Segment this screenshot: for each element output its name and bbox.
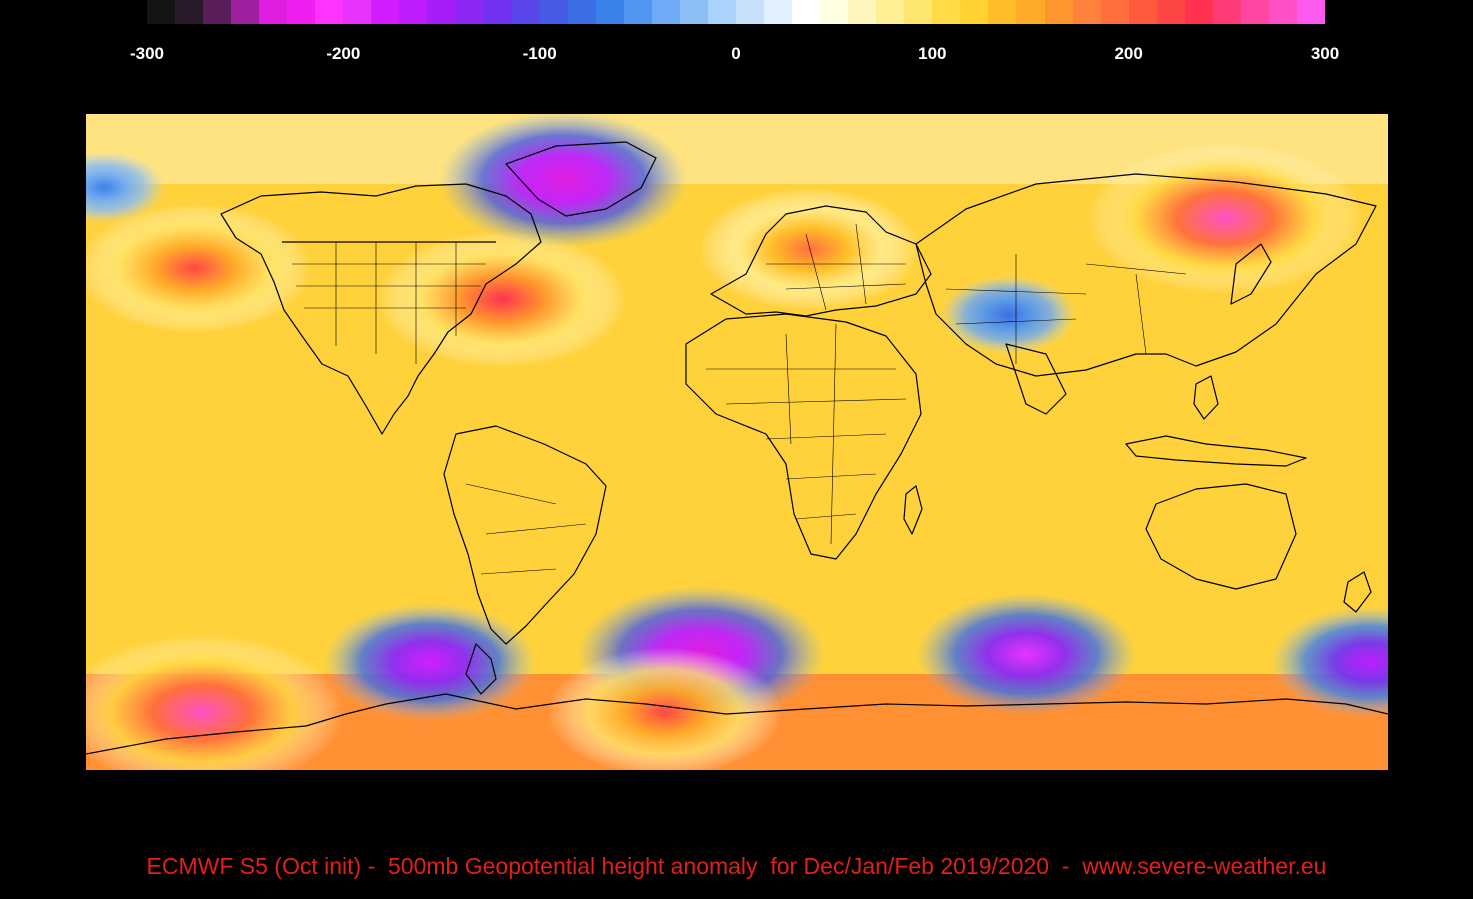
indonesia-outline <box>1125 435 1307 467</box>
africa-outline <box>685 313 922 560</box>
europe-borders <box>766 223 907 311</box>
color-scale-bar <box>147 0 1325 24</box>
color-scale-swatch <box>848 0 877 24</box>
color-scale-swatch <box>483 0 512 24</box>
japan-outline <box>1230 243 1272 305</box>
color-scale-swatch <box>595 0 624 24</box>
philippines-outline <box>1193 375 1219 420</box>
color-scale-tick-label: -300 <box>129 44 165 63</box>
color-scale-swatch <box>1016 0 1045 24</box>
color-scale-swatch <box>175 0 204 24</box>
color-scale-tick-label: 0 <box>731 44 741 63</box>
color-scale-swatch <box>427 0 456 24</box>
europe-outline <box>710 205 932 317</box>
color-scale-swatch <box>988 0 1017 24</box>
color-scale-swatch <box>764 0 793 24</box>
antarctic-peninsula-outline <box>465 643 497 695</box>
color-scale-swatch <box>707 0 736 24</box>
east-asia-high-anomaly <box>1087 142 1364 294</box>
us-state-grid <box>292 242 486 364</box>
madagascar-outline <box>903 485 923 535</box>
us-east-coast-high-anomaly <box>377 231 626 368</box>
color-scale-swatch <box>1044 0 1073 24</box>
color-scale-swatch <box>960 0 989 24</box>
color-scale-swatch <box>792 0 821 24</box>
color-scale-swatch <box>287 0 316 24</box>
central-asia-low-anomaly <box>940 275 1077 355</box>
color-scale-swatch <box>1212 0 1241 24</box>
asia-borders <box>945 254 1187 364</box>
color-scale-swatch <box>231 0 260 24</box>
color-scale-swatch <box>1128 0 1157 24</box>
map-caption: ECMWF S5 (Oct init) - 500mb Geopotential… <box>146 853 1327 879</box>
india-outline <box>1005 343 1067 415</box>
color-scale-tick-label: -200 <box>326 44 361 63</box>
color-scale-swatch <box>315 0 344 24</box>
color-scale-swatch <box>876 0 905 24</box>
alaska-low-anomaly <box>86 151 166 224</box>
color-scale-swatch <box>371 0 400 24</box>
color-scale-swatch <box>1072 0 1101 24</box>
color-scale-swatch <box>1156 0 1185 24</box>
anomaly-layer <box>86 114 1388 770</box>
south-america-borders <box>465 483 587 575</box>
color-scale-swatch <box>679 0 708 24</box>
color-scale-swatch <box>1100 0 1129 24</box>
asia-outline <box>915 173 1377 377</box>
color-scale-swatch <box>259 0 288 24</box>
color-scale-swatch <box>904 0 933 24</box>
color-scale-swatch <box>455 0 484 24</box>
color-scale-swatch <box>651 0 680 24</box>
color-scale-swatch <box>623 0 652 24</box>
color-scale-swatch <box>932 0 961 24</box>
australia-outline <box>1145 483 1297 590</box>
color-scale-swatch <box>343 0 372 24</box>
south-indian-low-anomaly <box>916 593 1137 716</box>
color-scale-swatch <box>1184 0 1213 24</box>
color-scale-swatch <box>820 0 849 24</box>
color-scale-swatch <box>539 0 568 24</box>
land-outlines <box>86 141 1388 755</box>
south-pacific-low-anomaly <box>323 602 537 722</box>
north-america-outline <box>220 183 542 435</box>
color-scale-swatch <box>399 0 428 24</box>
color-scale-swatch <box>1296 0 1325 24</box>
color-scale-swatch <box>735 0 765 24</box>
color-scale-swatch <box>203 0 232 24</box>
new-zealand-low-anomaly <box>1270 606 1388 718</box>
south-pacific-high-anomaly <box>86 634 344 770</box>
color-scale-tick-label: -100 <box>522 44 557 63</box>
africa-borders <box>706 323 907 545</box>
anomaly-map <box>86 114 1388 770</box>
europe-high-anomaly <box>699 188 920 311</box>
color-scale-swatch <box>511 0 540 24</box>
south-america-outline <box>443 425 607 645</box>
greenland-low-anomaly <box>439 114 688 248</box>
color-scale-ticks: -300 -200 -100 0 100 200 300 <box>0 40 1473 70</box>
greenland-outline <box>505 141 657 217</box>
new-zealand-outline <box>1343 571 1372 613</box>
color-scale-tick-label: 100 <box>918 44 947 63</box>
color-scale-swatch <box>147 0 176 24</box>
color-scale-swatch <box>1240 0 1269 24</box>
color-scale-tick-label: 200 <box>1114 44 1143 63</box>
antarctica-outline <box>86 693 1388 755</box>
antarctic-coast-high-anomaly <box>547 647 782 770</box>
color-scale-tick-label: 300 <box>1310 44 1340 63</box>
color-scale-swatch <box>1268 0 1297 24</box>
color-scale-swatch <box>567 0 596 24</box>
north-pacific-high-anomaly <box>86 203 312 333</box>
